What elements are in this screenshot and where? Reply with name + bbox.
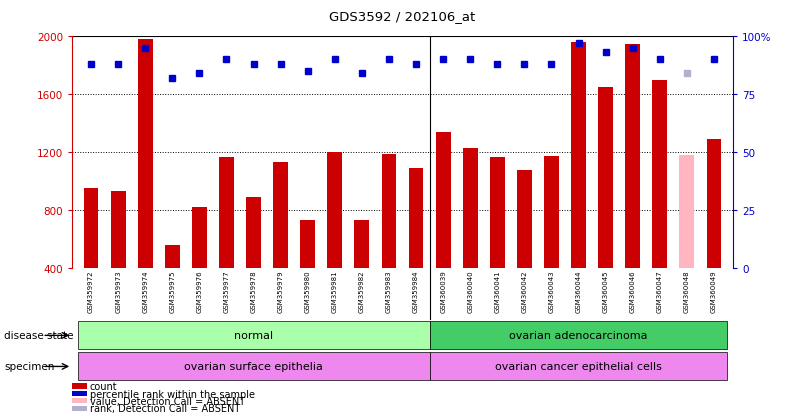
Bar [273,163,288,326]
Text: GSM359980: GSM359980 [304,270,311,313]
Bar [192,208,207,326]
Bar [381,155,396,326]
Text: rank, Detection Call = ABSENT: rank, Detection Call = ABSENT [90,404,240,413]
Text: GSM360046: GSM360046 [630,270,636,313]
Text: ovarian cancer epithelial cells: ovarian cancer epithelial cells [495,361,662,372]
Bar [83,189,99,326]
Text: ovarian surface epithelia: ovarian surface epithelia [184,361,323,372]
Bar [328,153,342,326]
Text: GSM359974: GSM359974 [143,270,148,312]
Text: GSM359984: GSM359984 [413,270,419,312]
Text: GSM359972: GSM359972 [88,270,94,312]
Text: GSM360044: GSM360044 [576,270,582,312]
Bar [78,322,429,349]
Text: GSM359981: GSM359981 [332,270,338,313]
Text: normal: normal [234,330,273,341]
Bar [652,81,667,326]
Text: GSM360043: GSM360043 [549,270,554,313]
Bar [598,88,613,326]
Text: GSM360042: GSM360042 [521,270,527,312]
Text: GSM360041: GSM360041 [494,270,501,313]
Bar [219,157,234,326]
Text: ovarian adenocarcinoma: ovarian adenocarcinoma [509,330,648,341]
Bar [544,157,559,326]
Text: GSM359975: GSM359975 [169,270,175,312]
Text: GSM359973: GSM359973 [115,270,121,313]
Text: specimen: specimen [4,361,54,372]
Text: GSM359978: GSM359978 [251,270,256,313]
Bar [626,44,640,326]
Bar [706,140,722,326]
Text: GSM359979: GSM359979 [278,270,284,313]
Bar [571,43,586,326]
Text: disease state: disease state [4,330,74,341]
Bar [517,170,532,326]
Bar [354,221,369,326]
Bar [111,192,126,326]
Bar [300,221,315,326]
Text: count: count [90,381,117,391]
Bar [436,133,451,326]
Bar [409,169,424,326]
Text: GSM360048: GSM360048 [684,270,690,313]
Text: percentile rank within the sample: percentile rank within the sample [90,389,255,399]
Text: GSM360049: GSM360049 [711,270,717,313]
Bar [429,353,727,380]
Bar [138,40,153,326]
Bar [490,157,505,326]
Text: GSM359983: GSM359983 [386,270,392,313]
Text: GSM359976: GSM359976 [196,270,203,313]
Text: GSM360039: GSM360039 [440,270,446,313]
Bar [165,245,179,326]
Bar [78,353,429,380]
Text: GSM359977: GSM359977 [223,270,229,313]
Bar [463,148,477,326]
Text: value, Detection Call = ABSENT: value, Detection Call = ABSENT [90,396,245,406]
Text: GSM360040: GSM360040 [467,270,473,313]
Text: GSM360045: GSM360045 [602,270,609,312]
Text: GDS3592 / 202106_at: GDS3592 / 202106_at [329,10,476,23]
Text: GSM360047: GSM360047 [657,270,662,313]
Bar [246,197,261,326]
Bar [429,322,727,349]
Text: GSM359982: GSM359982 [359,270,365,312]
Bar [679,156,694,326]
